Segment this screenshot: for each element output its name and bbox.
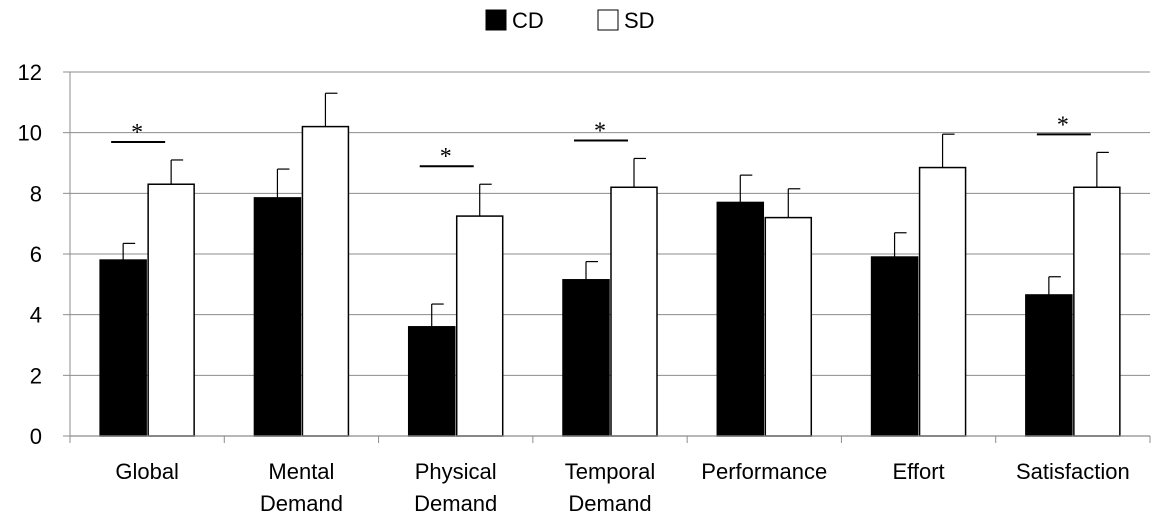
bar-sd xyxy=(764,216,813,437)
significance-asterisk: * xyxy=(1057,112,1069,138)
bar-cd xyxy=(99,259,147,437)
significance-asterisk: * xyxy=(131,120,143,146)
legend-swatch-sd xyxy=(597,9,619,31)
bar-cd xyxy=(253,197,302,437)
significance-markers: * * * * xyxy=(111,112,1091,170)
bar-sd xyxy=(610,186,658,437)
bar-cd xyxy=(407,326,456,437)
bar-cd xyxy=(562,279,610,437)
legend: CD SD xyxy=(485,8,655,33)
bar-sd xyxy=(455,215,504,437)
bar-cd xyxy=(870,256,919,437)
gridlines xyxy=(70,71,1150,376)
y-tick-label: 0 xyxy=(30,424,42,449)
x-tick-label: Mental Demand xyxy=(260,459,343,516)
bar-sd xyxy=(301,125,350,437)
significance-asterisk: * xyxy=(440,144,452,170)
significance-asterisk: * xyxy=(594,118,606,144)
bar-sd xyxy=(1073,186,1121,437)
bar-sd xyxy=(918,166,967,437)
bars xyxy=(99,92,1121,437)
x-tick-label: Effort xyxy=(892,459,944,484)
legend-label-cd: CD xyxy=(512,8,544,33)
legend-label-sd: SD xyxy=(624,8,655,33)
y-tick-label: 8 xyxy=(30,181,42,206)
x-tick-label: Physical Demand xyxy=(414,459,497,516)
x-tick-label: Performance xyxy=(701,459,827,484)
y-axis: 0 2 4 6 8 10 12 xyxy=(18,60,71,449)
x-tick-label: Temporal Demand xyxy=(565,459,655,516)
bar-sd xyxy=(147,183,195,437)
y-tick-label: 10 xyxy=(18,121,42,146)
x-tick-label: Global xyxy=(115,459,179,484)
bar-cd xyxy=(1025,294,1073,437)
y-tick-label: 2 xyxy=(30,363,42,388)
y-tick-label: 4 xyxy=(30,303,42,328)
x-tick-label: Satisfaction xyxy=(1016,459,1130,484)
y-tick-label: 6 xyxy=(30,242,42,267)
bar-cd xyxy=(716,201,765,437)
x-axis: Global Mental Demand Physical Demand Temporal… xyxy=(69,435,1151,516)
legend-swatch-cd xyxy=(485,9,507,31)
y-tick-label: 12 xyxy=(18,60,42,85)
